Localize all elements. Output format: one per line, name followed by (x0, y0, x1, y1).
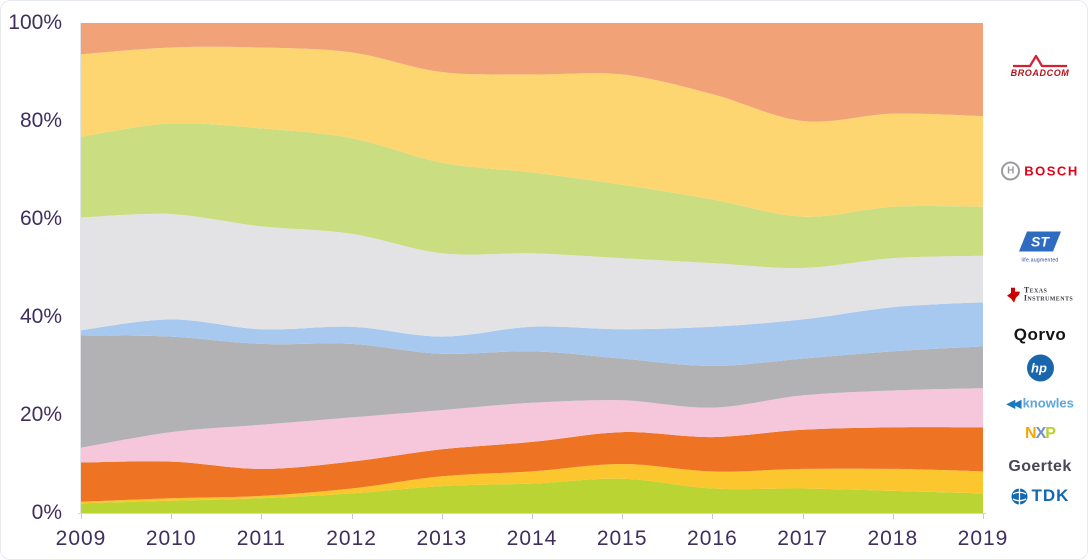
x-axis-line (78, 513, 986, 514)
x-axis-tick-2009 (81, 514, 82, 519)
x-axis-label-2013: 2013 (416, 527, 468, 550)
hp-wordmark: hp (1031, 360, 1047, 376)
x-axis-label-2019: 2019 (957, 527, 1009, 550)
bosch-armature-icon: H (1001, 161, 1021, 181)
x-axis-tick-2011 (261, 514, 263, 519)
x-axis-tick-2017 (802, 514, 804, 519)
legend-item-qorvo: Qorvo (997, 325, 1083, 345)
plot-area (81, 23, 983, 513)
tdk-wordmark: TDK (1031, 486, 1070, 505)
x-axis-label-2015: 2015 (596, 527, 648, 550)
ti-wordmark-line2: Instruments (1023, 294, 1074, 303)
goertek-wordmark: Goertek (1008, 458, 1072, 475)
qorvo-wordmark: Qorvo (1013, 325, 1067, 344)
x-axis-tick-2019 (983, 514, 984, 519)
legend-item-knowles: ◀◀ knowles (997, 396, 1083, 411)
area-knowles (81, 388, 983, 469)
x-axis-label-2010: 2010 (145, 527, 197, 550)
bosch-wordmark: BOSCH (1024, 163, 1079, 179)
x-axis-tick-2015 (622, 514, 624, 519)
x-axis-tick-2010 (171, 514, 173, 519)
tdk-globe-icon (1011, 488, 1028, 504)
legend-item-broadcom: BROADCOM (997, 54, 1083, 78)
ti-wordmark-line1: Texas (1023, 285, 1048, 295)
area-goertek (81, 464, 983, 504)
st-tagline: life.augmented (1021, 257, 1059, 264)
y-axis-label-40: 40% (19, 305, 62, 328)
legend-item-hp: hp (997, 354, 1083, 382)
legend-item-tdk: TDK (997, 486, 1083, 506)
x-axis-label-2014: 2014 (506, 527, 558, 550)
nxp-wordmark: NXP (1025, 425, 1056, 442)
area-broadcom (81, 23, 983, 122)
hp-circle-icon: hp (1026, 354, 1054, 382)
x-axis-tick-2013 (441, 514, 443, 519)
knowles-chevrons-icon: ◀◀ (1006, 396, 1022, 410)
legend-logo-column: BROADCOM H BOSCH ST life.augmented Texas (997, 0, 1083, 560)
legend-item-goertek: Goertek (997, 458, 1083, 476)
y-axis-line (80, 23, 81, 513)
area-stmicroelectronics (81, 123, 983, 269)
area-nxp (81, 427, 983, 502)
x-axis-label-2018: 2018 (867, 527, 919, 550)
x-axis-label-2016: 2016 (687, 527, 738, 550)
legend-item-st: ST life.augmented (997, 231, 1083, 264)
x-axis-label-2017: 2017 (777, 527, 828, 550)
x-axis-tick-2014 (532, 514, 533, 519)
legend-item-texas-instruments: Texas Instruments (997, 285, 1083, 304)
ti-texas-icon (1006, 287, 1020, 303)
legend-item-bosch: H BOSCH (997, 161, 1083, 181)
y-axis-label-80: 80% (19, 109, 62, 132)
y-axis-label-20: 20% (19, 403, 62, 426)
x-axis-tick-2016 (712, 514, 714, 519)
y-axis-label-100: 100% (8, 11, 62, 34)
y-axis-label-0: 0% (31, 501, 62, 524)
broadcom-pulse-icon (1013, 54, 1067, 68)
x-axis-tick-2012 (351, 514, 353, 519)
x-axis-label-2009: 2009 (55, 527, 107, 550)
st-logo-icon: ST (1019, 231, 1061, 252)
y-axis-label-60: 60% (19, 207, 62, 230)
x-axis-label-2012: 2012 (326, 527, 377, 550)
svg-text:ST: ST (1031, 234, 1050, 250)
area-hp (81, 335, 983, 448)
area-tdk (81, 478, 983, 513)
x-axis-label-2011: 2011 (236, 527, 286, 550)
broadcom-wordmark: BROADCOM (1010, 68, 1070, 78)
x-axis-tick-2018 (892, 514, 894, 519)
area-bosch (81, 46, 983, 217)
area-qorvo (81, 302, 983, 366)
area-texas-instruments (81, 213, 983, 337)
legend-item-nxp: NXP (997, 425, 1083, 443)
knowles-wordmark: knowles (1022, 395, 1074, 411)
